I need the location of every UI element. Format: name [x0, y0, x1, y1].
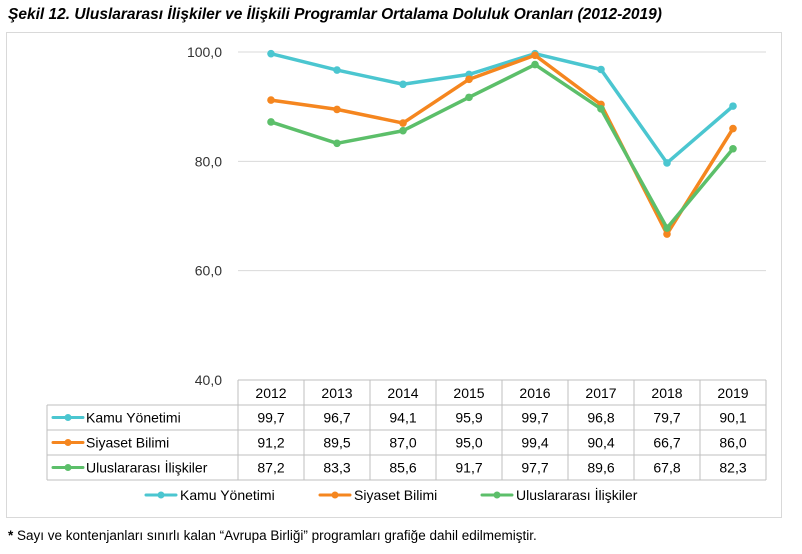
legend-entry: Siyaset Bilimi: [354, 487, 437, 503]
table-series-name: Uluslararası İlişkiler: [86, 459, 208, 476]
table-legend-key-marker: [64, 439, 72, 446]
data-value-label: 83,3: [323, 460, 350, 476]
data-value-label: 97,7: [521, 460, 548, 476]
legend-key-marker: [331, 491, 339, 499]
x-category-label: 2015: [453, 385, 484, 401]
data-point: [597, 105, 605, 113]
data-value-label: 96,8: [587, 410, 614, 426]
x-category-label: 2016: [519, 385, 550, 401]
data-point: [399, 119, 407, 127]
table-legend-key-marker: [64, 414, 72, 421]
data-value-label: 87,2: [257, 460, 284, 476]
legend-key-marker: [157, 491, 165, 499]
data-point: [399, 126, 407, 135]
x-category-label: 2018: [651, 385, 682, 401]
data-value-label: 96,7: [323, 410, 350, 426]
data-point: [531, 60, 539, 69]
series-line: [269, 51, 735, 165]
data-point: [663, 230, 671, 238]
data-value-label: 86,0: [719, 435, 746, 451]
legend-entry: Uluslararası İlişkiler: [516, 486, 638, 503]
data-point: [531, 51, 539, 60]
data-point: [267, 96, 275, 104]
legend-key-marker: [493, 491, 501, 499]
data-value-label: 87,0: [389, 435, 416, 451]
data-value-label: 91,7: [455, 460, 482, 476]
x-category-label: 2019: [717, 385, 748, 401]
data-point: [465, 93, 473, 102]
chart-title: Şekil 12. Uluslararası İlişkiler ve İliş…: [8, 6, 662, 23]
data-value-label: 66,7: [653, 435, 680, 451]
data-point: [597, 65, 605, 74]
data-value-label: 99,7: [257, 410, 284, 426]
data-point: [333, 105, 341, 114]
y-tick-label: 80,0: [195, 153, 222, 169]
data-point: [465, 75, 473, 84]
data-value-label: 95,0: [455, 435, 482, 451]
data-value-label: 89,6: [587, 460, 614, 476]
table-series-name: Kamu Yönetimi: [86, 410, 181, 426]
y-tick-label: 40,0: [195, 372, 222, 388]
table-series-name: Siyaset Bilimi: [86, 435, 169, 451]
data-point: [729, 102, 737, 110]
data-value-label: 82,3: [719, 460, 746, 476]
data-value-label: 99,7: [521, 410, 548, 426]
table-legend-key-marker: [64, 464, 72, 471]
footnote-text: Sayı ve kontenjanları sınırlı kalan “Avr…: [13, 528, 537, 543]
data-point: [729, 144, 737, 153]
data-point: [333, 139, 341, 148]
x-category-label: 2014: [387, 385, 418, 401]
x-category-label: 2013: [321, 385, 352, 401]
y-tick-label: 100,0: [187, 44, 222, 60]
data-point: [267, 49, 275, 58]
data-point: [663, 159, 671, 167]
legend-entry: Kamu Yönetimi: [180, 487, 275, 503]
data-value-label: 89,5: [323, 435, 350, 451]
data-value-label: 79,7: [653, 410, 680, 426]
data-value-label: 90,4: [587, 435, 614, 451]
data-value-label: 85,6: [389, 460, 416, 476]
series-line: [269, 53, 735, 236]
series-line: [269, 62, 735, 230]
data-point: [729, 124, 737, 133]
chart-frame: [6, 32, 782, 518]
data-point: [663, 224, 671, 232]
data-point: [333, 66, 341, 74]
x-category-label: 2012: [255, 385, 286, 401]
data-value-label: 91,2: [257, 435, 284, 451]
footnote: * Sayı ve kontenjanları sınırlı kalan “A…: [8, 528, 537, 543]
x-category-label: 2017: [585, 385, 616, 401]
data-value-label: 94,1: [389, 410, 416, 426]
data-value-label: 95,9: [455, 410, 482, 426]
footnote-star: *: [8, 528, 14, 543]
data-value-label: 67,8: [653, 460, 680, 476]
y-tick-label: 60,0: [195, 263, 222, 279]
data-value-label: 90,1: [719, 410, 746, 426]
data-value-label: 99,4: [521, 435, 548, 451]
data-point: [399, 80, 407, 89]
data-point: [267, 118, 275, 126]
